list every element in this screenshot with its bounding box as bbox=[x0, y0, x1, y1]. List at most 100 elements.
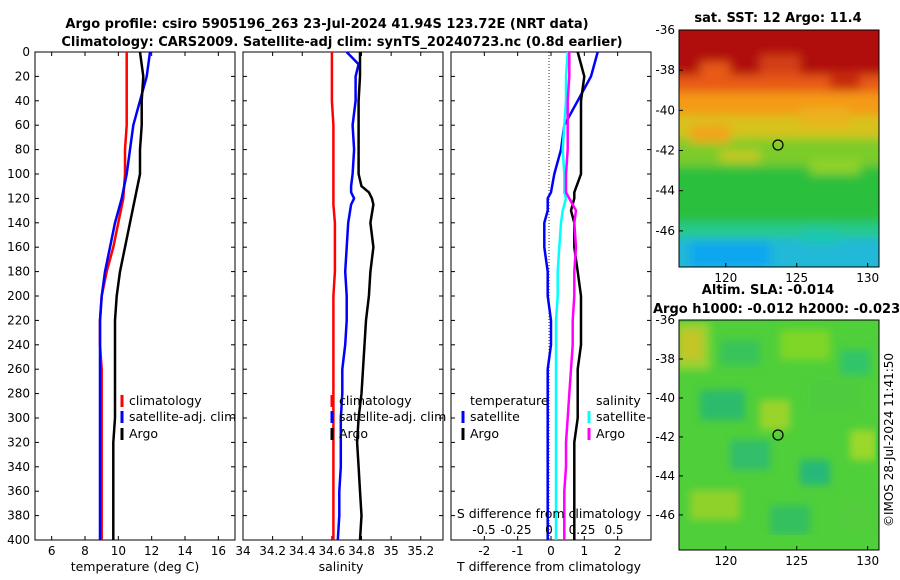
legend-label-climatology: climatology bbox=[129, 393, 202, 408]
depth-tick-label: 100 bbox=[7, 167, 30, 181]
map-y-tick-label: -38 bbox=[655, 352, 675, 366]
sst-map-frame bbox=[678, 29, 880, 268]
depth-tick-label: 280 bbox=[7, 387, 30, 401]
depth-tick-label: 300 bbox=[7, 411, 30, 425]
map-y-tick-label: -36 bbox=[655, 23, 675, 37]
legend-label-s-satellite: satellite bbox=[596, 409, 646, 424]
difference-panel: -2 -1 0 1 2 T difference from climatology S … bbox=[450, 51, 652, 574]
s-tick-label: -0.25 bbox=[500, 523, 531, 537]
difference-legend: temperature satellite Argo salinity sate… bbox=[461, 393, 646, 441]
x-tick-label: 34.8 bbox=[348, 544, 375, 558]
sla-heatmap bbox=[679, 320, 879, 550]
depth-tick-label: 380 bbox=[7, 509, 30, 523]
depth-tick-label: 80 bbox=[15, 143, 30, 157]
depth-tick-label: 200 bbox=[7, 289, 30, 303]
map-y-tick-label: -38 bbox=[655, 63, 675, 77]
map-x-tick-label: 120 bbox=[714, 554, 737, 568]
difference-axes-frame bbox=[450, 51, 652, 541]
map-x-tick-label: 130 bbox=[856, 554, 879, 568]
depth-tick-label: 360 bbox=[7, 484, 30, 498]
depth-tick-label: 160 bbox=[7, 240, 30, 254]
map-y-tick-label: -46 bbox=[655, 508, 675, 522]
x-tick-label: 34.2 bbox=[259, 544, 286, 558]
x-tick-label: 34 bbox=[235, 544, 250, 558]
sla-map-title-line1: Altim. SLA: -0.014 bbox=[702, 283, 834, 298]
series-line-climatology bbox=[330, 52, 337, 540]
sst-map-title: sat. SST: 12 Argo: 11.4 bbox=[694, 11, 861, 26]
depth-tick-label: 220 bbox=[7, 313, 30, 327]
s-tick-label: 0.25 bbox=[569, 523, 596, 537]
x-tick-label: -1 bbox=[512, 544, 524, 558]
map-x-tick-label: 125 bbox=[785, 554, 808, 568]
map-y-tick-label: -46 bbox=[655, 224, 675, 238]
depth-tick-label: 120 bbox=[7, 191, 30, 205]
legend-label-climatology: climatology bbox=[339, 393, 412, 408]
legend-label-argo: Argo bbox=[129, 426, 158, 441]
depth-tick-label: 0 bbox=[22, 45, 30, 59]
depth-tick-label: 40 bbox=[15, 94, 30, 108]
argo-location-marker bbox=[772, 139, 784, 151]
map-y-tick-label: -40 bbox=[655, 103, 675, 117]
main-title-line2: Climatology: CARS2009. Satellite-adj cli… bbox=[61, 35, 622, 50]
x-tick-label: 2 bbox=[614, 544, 622, 558]
temperature-axes-frame bbox=[34, 51, 236, 541]
map-y-tick-label: -44 bbox=[655, 469, 675, 483]
series-line-salinity-satellite bbox=[554, 51, 569, 540]
legend-label-argo: Argo bbox=[339, 426, 368, 441]
main-title-line1: Argo profile: csiro 5905196_263 23-Jul-2… bbox=[65, 17, 588, 32]
imos-credit: ©IMOS 28-Jul-2024 11:41:50 bbox=[882, 353, 896, 527]
salinity-axes-frame bbox=[242, 51, 444, 541]
series-line-argo bbox=[112, 51, 145, 540]
x-tick-label: 16 bbox=[211, 544, 226, 558]
x-tick-label: 35.2 bbox=[407, 544, 434, 558]
map-y-tick-label: -36 bbox=[655, 313, 675, 327]
x-tick-label: -2 bbox=[478, 544, 490, 558]
x-tick-label: 12 bbox=[144, 544, 159, 558]
depth-tick-label: 260 bbox=[7, 362, 30, 376]
map-x-tick-label: 130 bbox=[856, 271, 879, 285]
s-tick-label: -0.5 bbox=[472, 523, 495, 537]
depth-tick-label: 140 bbox=[7, 216, 30, 230]
temperature-panel: 6 8 10 12 14 16 temperature (deg C) climatolo… bbox=[34, 51, 236, 574]
map-y-tick-label: -40 bbox=[655, 391, 675, 405]
series-line-satellite-adj-clim bbox=[336, 51, 360, 541]
legend-label-satellite: satellite-adj. clim bbox=[129, 409, 236, 424]
map-y-tick-label: -44 bbox=[655, 184, 675, 198]
x-tick-label: 1 bbox=[581, 544, 589, 558]
map-x-tick-label: 125 bbox=[785, 271, 808, 285]
x-tick-label: 14 bbox=[177, 544, 192, 558]
t-difference-xlabel: T difference from climatology bbox=[456, 559, 642, 574]
map-x-tick-label: 120 bbox=[714, 271, 737, 285]
legend-title-salinity: salinity bbox=[596, 393, 641, 408]
x-tick-label: 34.4 bbox=[289, 544, 316, 558]
depth-tick-label: 340 bbox=[7, 460, 30, 474]
legend-label-satellite: satellite-adj. clim bbox=[339, 409, 446, 424]
series-line-argo bbox=[355, 52, 375, 541]
s-difference-tick-labels: -0.5 -0.25 0 0.25 0.5 bbox=[472, 523, 623, 537]
legend-label-s-argo: Argo bbox=[596, 426, 625, 441]
sst-heatmap bbox=[679, 30, 879, 267]
x-tick-label: 6 bbox=[48, 544, 56, 558]
x-tick-label: 35 bbox=[384, 544, 399, 558]
depth-tick-label: 400 bbox=[7, 533, 30, 547]
series-line-temperature-argo bbox=[569, 51, 586, 540]
x-tick-label: 0 bbox=[547, 544, 555, 558]
salinity-xlabel: salinity bbox=[319, 559, 364, 574]
series-line-temperature-satellite bbox=[543, 51, 599, 540]
x-tick-label: 10 bbox=[111, 544, 126, 558]
depth-tick-label: 180 bbox=[7, 265, 30, 279]
sla-map-panel: Altim. SLA: -0.014 Argo h1000: -0.012 h2… bbox=[653, 283, 900, 568]
s-tick-label: 0.5 bbox=[604, 523, 623, 537]
depth-tick-label: 240 bbox=[7, 338, 30, 352]
map-y-tick-label: -42 bbox=[655, 430, 675, 444]
legend-title-temperature: temperature bbox=[470, 393, 549, 408]
temperature-legend: climatology satellite-adj. clim Argo bbox=[120, 393, 236, 441]
series-line-satellite-adj-clim bbox=[98, 51, 152, 540]
legend-label-t-satellite: satellite bbox=[470, 409, 520, 424]
salinity-legend: climatology satellite-adj. clim Argo bbox=[330, 393, 446, 441]
depth-tick-label: 320 bbox=[7, 435, 30, 449]
s-difference-xlabel: S difference from climatology bbox=[457, 506, 642, 521]
x-tick-label: 8 bbox=[81, 544, 89, 558]
salinity-panel: 34 34.2 34.4 34.6 34.8 35 35.2 salinity climat… bbox=[235, 51, 446, 574]
